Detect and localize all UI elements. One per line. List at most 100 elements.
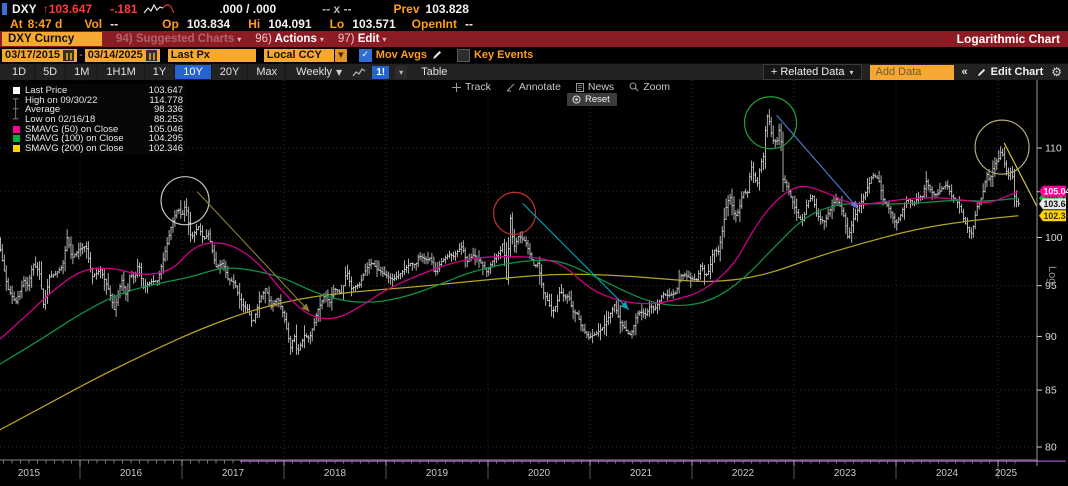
- legend-row[interactable]: SMAVG (50) on Close 105.046: [13, 123, 183, 135]
- legend-swatch: [13, 144, 25, 152]
- annotate-tool[interactable]: Annotate: [506, 81, 561, 93]
- annotate-icon: [506, 83, 515, 91]
- legend-value: 98.336: [153, 104, 183, 116]
- year-label: 2023: [834, 468, 857, 479]
- actions-menu[interactable]: 96) Actions ▾: [255, 33, 324, 45]
- interval-caret[interactable]: ▾: [395, 65, 408, 79]
- legend-value: 114.778: [149, 94, 183, 106]
- op-value: 103.834: [186, 16, 231, 31]
- track-tool[interactable]: Track: [452, 81, 491, 93]
- legend-row[interactable]: SMAVG (100) on Close 104.295: [13, 133, 183, 145]
- sma-line: [0, 197, 1019, 365]
- year-label: 2015: [18, 468, 41, 479]
- openint-label: OpenInt: [411, 16, 457, 31]
- year-label: 2021: [630, 468, 653, 479]
- magnifier-icon: [629, 82, 639, 92]
- pencil-icon[interactable]: [431, 49, 443, 61]
- price-label-chip: [1039, 185, 1066, 197]
- crosshair-icon: [452, 82, 461, 92]
- period-tab-20y[interactable]: 20Y: [212, 65, 249, 79]
- lo-value: 103.571: [352, 16, 396, 31]
- table-button[interactable]: Table: [421, 66, 448, 78]
- news-tool[interactable]: News: [575, 81, 614, 93]
- field-select[interactable]: Last Px: [167, 48, 256, 62]
- window-handle-icon[interactable]: [2, 2, 7, 15]
- news-icon: [575, 82, 584, 92]
- year-label: 2016: [120, 468, 143, 479]
- period-tab-1h1m[interactable]: 1H1M: [98, 65, 145, 79]
- edit-menu[interactable]: 97) Edit ▾: [337, 33, 387, 45]
- legend-value: 105.046: [148, 123, 183, 135]
- chart-controls-row: 03/17/2015 - 03/14/2025 Last Px Local CC…: [0, 47, 1068, 63]
- op-label: Op: [162, 16, 179, 31]
- legend-row[interactable]: Last Price 103.647: [13, 85, 183, 97]
- ticker: DXY: [12, 1, 37, 16]
- suggested-charts-menu[interactable]: 94) Suggested Charts ▾: [116, 33, 242, 45]
- price-label-text: 105.046: [1044, 186, 1068, 196]
- calendar-icon[interactable]: [63, 49, 75, 61]
- legend-value: 88.253: [153, 114, 183, 126]
- legend-row[interactable]: ┴ Low on 02/16/18 88.253: [13, 114, 183, 126]
- vol-label: Vol: [84, 16, 103, 31]
- pencil-icon: [977, 68, 985, 76]
- year-label: 2019: [426, 468, 449, 479]
- interval-badge[interactable]: 1!: [372, 65, 390, 79]
- sma-line: [0, 185, 1019, 341]
- zoom-tool[interactable]: Zoom: [629, 81, 670, 93]
- sparkline-icon: [143, 3, 175, 13]
- calendar-icon[interactable]: [145, 49, 157, 61]
- price-label-chip: [1039, 210, 1066, 222]
- price-label-text: 102.346: [1044, 211, 1068, 221]
- period-tab-1y[interactable]: 1Y: [145, 65, 176, 79]
- legend-label: SMAVG (50) on Close: [25, 123, 119, 135]
- date-to-input[interactable]: 03/14/2025: [84, 48, 160, 62]
- period-tab-5d[interactable]: 5D: [35, 65, 67, 79]
- period-tab-max[interactable]: Max: [248, 65, 287, 79]
- y-tick-label: 95: [1045, 280, 1057, 292]
- edit-chart-button[interactable]: Edit Chart: [976, 66, 1043, 78]
- period-tab-10y[interactable]: 10Y: [175, 65, 212, 79]
- year-label: 2025: [995, 468, 1018, 479]
- legend-value: 103.647: [148, 85, 183, 97]
- annotation-arrow: [776, 114, 859, 210]
- settings-gear-icon[interactable]: ⚙: [1051, 65, 1062, 79]
- currency-select[interactable]: Local CCY: [263, 48, 334, 62]
- legend-row[interactable]: ┬ High on 09/30/22 114.778: [13, 94, 183, 106]
- prev-value: 103.828: [425, 1, 469, 16]
- year-label: 2017: [222, 468, 245, 479]
- price-label-chip: [1039, 198, 1066, 210]
- chart-area: 11010510095908580Log20152016201720182019…: [0, 80, 1068, 486]
- quote-bar: DXY ↑ 103.647 -.181 .000 / .000 -- x -- …: [0, 0, 1068, 31]
- bid-ask: .000 / .000: [219, 1, 277, 16]
- period-tab-1m[interactable]: 1M: [66, 65, 99, 79]
- legend-marker-icon: ┬: [13, 95, 19, 106]
- period-toolbar: 1D 5D 1M 1H1M 1Y 10Y 20Y Max Weekly ▼ 1! ▾ Table…: [0, 63, 1068, 80]
- related-data-button[interactable]: + Related Data ▾: [762, 64, 862, 80]
- key-events-checkbox[interactable]: [456, 48, 470, 62]
- legend-label: SMAVG (100) on Close: [25, 133, 124, 145]
- price-chart-canvas[interactable]: 11010510095908580Log20152016201720182019…: [0, 80, 1068, 486]
- chart-tools: Track Annotate News Zoom: [452, 81, 670, 93]
- price-label-text: 104.295: [1044, 193, 1068, 203]
- year-label: 2020: [528, 468, 551, 479]
- quote-time: 8:47 d: [27, 16, 63, 31]
- date-from-input[interactable]: 03/17/2015: [2, 48, 78, 62]
- frequency-dropdown[interactable]: Weekly ▼: [296, 66, 343, 78]
- mov-avgs-checkbox[interactable]: ✓: [358, 48, 372, 62]
- legend-label: SMAVG (200) on Close: [25, 142, 124, 154]
- collapse-panel-button[interactable]: «: [961, 66, 968, 78]
- add-data-input[interactable]: Add Data: [869, 64, 954, 80]
- currency-dropdown-caret[interactable]: ▼: [334, 48, 347, 62]
- legend-row[interactable]: SMAVG (200) on Close 102.346: [13, 142, 183, 154]
- reset-button[interactable]: Reset: [567, 93, 617, 106]
- period-tab-1d[interactable]: 1D: [4, 65, 36, 79]
- chart-type-title: Logarithmic Chart: [956, 32, 1060, 46]
- legend-swatch: [13, 135, 25, 143]
- security-field[interactable]: DXY Curncy: [2, 32, 102, 46]
- reset-target-icon: [572, 95, 581, 104]
- line-chart-icon[interactable]: [352, 67, 366, 78]
- log-scale-label: Log: [1046, 266, 1058, 284]
- legend-row[interactable]: ┼ Average 98.336: [13, 104, 183, 116]
- sma-line: [0, 215, 1019, 431]
- arrowhead: [850, 200, 859, 209]
